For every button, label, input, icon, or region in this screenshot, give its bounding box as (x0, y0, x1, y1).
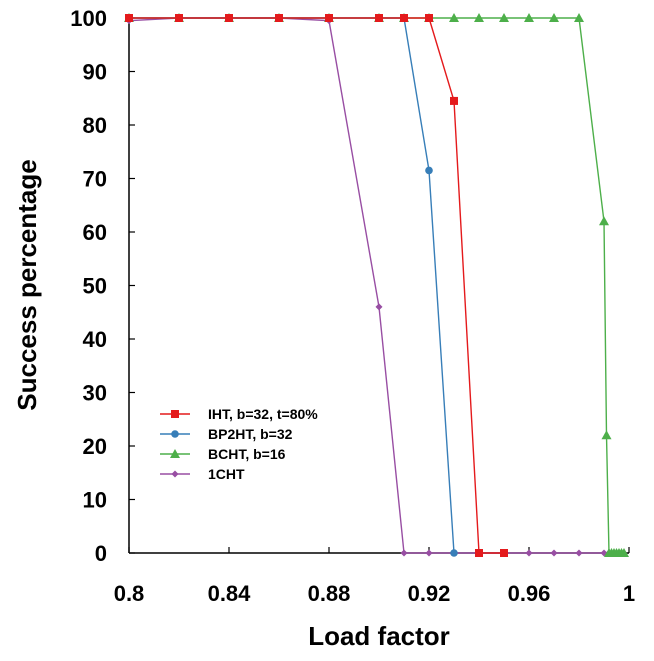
chart-axes (129, 18, 629, 553)
y-tick-label: 100 (70, 6, 107, 31)
y-tick-label: 50 (83, 274, 107, 299)
data-point (225, 14, 233, 22)
data-point (400, 14, 408, 22)
y-tick-label: 10 (83, 488, 107, 513)
legend-label: IHT, b=32, t=80% (208, 406, 318, 422)
data-point (450, 97, 458, 105)
y-tick-label: 30 (83, 381, 107, 406)
x-tick-label: 0.96 (508, 581, 551, 606)
legend-label: 1CHT (208, 466, 245, 482)
y-axis-title: Success percentage (12, 159, 42, 410)
series-bcht-b-16 (124, 13, 629, 557)
y-tick-label: 20 (83, 434, 107, 459)
legend-item: BCHT, b=16 (160, 446, 286, 462)
data-point (375, 14, 383, 22)
data-point (551, 550, 558, 557)
legend-item: BP2HT, b=32 (160, 426, 293, 442)
data-point (576, 550, 583, 557)
data-point (475, 549, 483, 557)
legend-marker (171, 410, 179, 418)
y-axis-ticks: 0 10 20 30 40 50 60 70 80 90 100 (70, 6, 135, 566)
data-point (275, 14, 283, 22)
data-point (401, 550, 408, 557)
data-point (425, 167, 433, 175)
series-line (129, 18, 624, 553)
y-tick-label: 70 (83, 167, 107, 192)
x-tick-label: 0.92 (408, 581, 451, 606)
legend-item: IHT, b=32, t=80% (160, 406, 318, 422)
legend-marker (172, 471, 179, 478)
legend-label: BCHT, b=16 (208, 446, 286, 462)
series-line (129, 18, 619, 553)
data-point (325, 14, 333, 22)
x-axis-ticks: 0.8 0.84 0.88 0.92 0.96 1 (114, 547, 635, 606)
x-axis-title: Load factor (308, 621, 450, 651)
legend-marker (171, 430, 179, 438)
y-tick-label: 40 (83, 327, 107, 352)
data-point (526, 550, 533, 557)
data-point (125, 14, 133, 22)
x-tick-label: 1 (623, 581, 635, 606)
data-point (425, 14, 433, 22)
series-line (129, 18, 454, 553)
series-iht-b-32-t-80 (125, 14, 508, 557)
data-point (599, 216, 609, 225)
data-point (175, 14, 183, 22)
chart-legend: IHT, b=32, t=80% BP2HT, b=32 BCHT, b=16 1CH… (160, 406, 318, 482)
series-1cht (126, 15, 623, 557)
data-point (602, 430, 612, 439)
y-tick-label: 0 (95, 541, 107, 566)
y-tick-label: 60 (83, 220, 107, 245)
series-line (129, 18, 504, 553)
y-tick-label: 90 (83, 60, 107, 85)
x-tick-label: 0.8 (114, 581, 145, 606)
data-point (376, 303, 383, 310)
x-tick-label: 0.84 (208, 581, 252, 606)
legend-label: BP2HT, b=32 (208, 426, 293, 442)
data-point (450, 549, 458, 557)
data-point (500, 549, 508, 557)
y-tick-label: 80 (83, 113, 107, 138)
data-point (426, 550, 433, 557)
x-tick-label: 0.88 (308, 581, 351, 606)
legend-item: 1CHT (160, 466, 245, 482)
chart-series (124, 13, 629, 557)
